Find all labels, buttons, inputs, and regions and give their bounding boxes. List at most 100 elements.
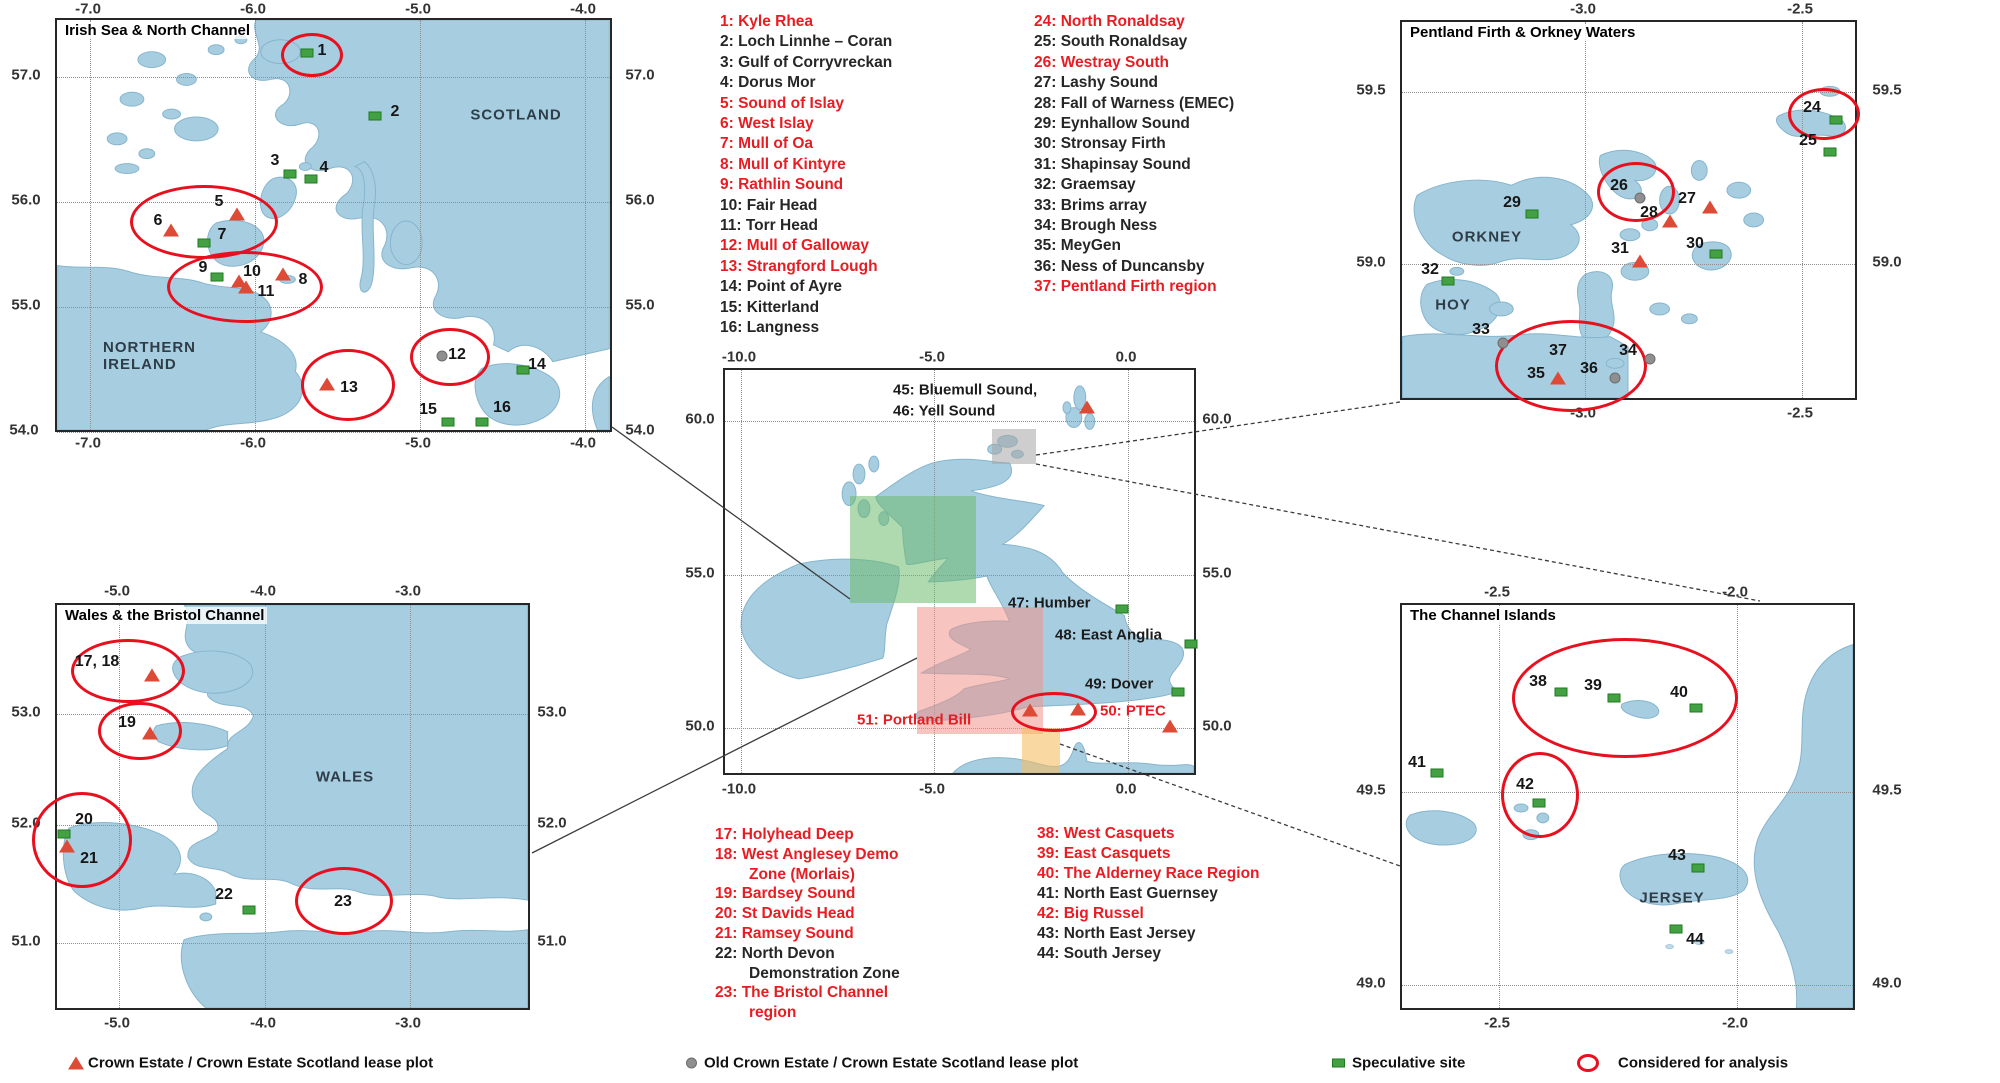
axis-tick-label: 56.0 — [625, 191, 655, 209]
site-marker-triangle — [163, 223, 179, 237]
axis-tick-label: -4.0 — [250, 582, 276, 600]
axis-tick-label: 49.5 — [1356, 781, 1386, 799]
site-list-entry: 15: Kitterland — [720, 298, 820, 316]
overview-site-annotation: 46: Yell Sound — [893, 402, 996, 420]
site-number-label: 27 — [1678, 190, 1696, 207]
site-marker-triangle — [59, 839, 75, 853]
site-marker-square — [475, 417, 489, 427]
site-number-label: 15 — [419, 401, 437, 418]
site-list-entry: 23: The Bristol Channel region — [715, 984, 889, 1022]
old-lease-plot-dot-icon — [436, 350, 448, 362]
gridline — [57, 202, 610, 203]
gridline — [1737, 605, 1738, 1008]
gridline — [1402, 985, 1853, 986]
axis-tick-label: -10.0 — [721, 780, 757, 798]
site-number-label: 9 — [198, 259, 208, 276]
legend-symbol-circ — [1577, 1054, 1599, 1072]
site-list-entry: 32: Graemsay — [1034, 176, 1136, 194]
site-marker-dot — [1644, 353, 1656, 365]
gridline — [725, 421, 1194, 422]
axis-tick-label: 53.0 — [11, 703, 41, 721]
considered-for-analysis-circle — [1011, 692, 1097, 732]
land-hoy — [1420, 279, 1501, 335]
lease-plot-triangle-icon — [144, 668, 160, 682]
site-list-entry: 6: West Islay — [720, 115, 814, 133]
site-list-entry: 26: Westray South — [1034, 53, 1169, 71]
lease-plot-triangle-icon — [275, 267, 291, 281]
site-list-entry: 42: Big Russel — [1037, 905, 1144, 922]
lease-plot-triangle-icon — [1070, 702, 1086, 716]
site-list-entry: 16: Langness — [720, 319, 820, 337]
site-number-label: 6 — [153, 212, 163, 229]
legend-label: Considered for analysis — [1618, 1054, 1789, 1072]
region-label: NORTHERN IRELAND — [103, 339, 196, 373]
lease-plot-triangle-icon — [68, 1056, 84, 1070]
speculative-site-icon — [1709, 249, 1723, 259]
axis-tick-label: 57.0 — [11, 66, 41, 84]
site-number-label: 20 — [75, 811, 93, 828]
site-marker-square — [1689, 703, 1703, 713]
speculative-site-icon — [1829, 115, 1843, 125]
legend-label: Old Crown Estate / Crown Estate Scotland… — [704, 1054, 1079, 1072]
considered-for-analysis-circle — [1512, 638, 1738, 758]
overview-site-annotation: 51: Portland Bill — [857, 711, 972, 729]
speculative-site-icon — [57, 829, 71, 839]
site-number-label: 42 — [1516, 776, 1534, 793]
connector-line — [1059, 743, 1401, 867]
gridline — [1585, 22, 1586, 398]
axis-tick-label: -7.0 — [75, 0, 101, 18]
axis-tick-label: 60.0 — [685, 410, 715, 428]
gridline — [57, 77, 610, 78]
site-marker-triangle — [142, 726, 158, 740]
lease-plot-triangle-icon — [1550, 371, 1566, 385]
speculative-site-icon — [1332, 1058, 1345, 1068]
site-list-entry: 4: Dorus Mor — [720, 74, 816, 92]
gridline — [119, 605, 120, 1008]
axis-tick-label: 50.0 — [1202, 717, 1232, 735]
site-marker-square — [1171, 687, 1185, 697]
speculative-site-icon — [1171, 687, 1185, 697]
considered-for-analysis-circle — [1788, 88, 1860, 140]
gridline — [57, 307, 610, 308]
site-marker-triangle — [1702, 200, 1718, 214]
site-list-entry: 39: East Casquets — [1037, 845, 1171, 862]
panel-title-channel: The Channel Islands — [1407, 607, 1559, 624]
site-number-label: 21 — [80, 850, 98, 867]
site-number-label: 8 — [298, 271, 308, 288]
site-number-label: 31 — [1611, 240, 1629, 257]
site-marker-square — [1829, 115, 1843, 125]
considered-for-analysis-circle — [410, 328, 490, 386]
considered-for-analysis-circle — [281, 33, 343, 77]
land-cotentin-france — [1753, 644, 1853, 1008]
axis-tick-label: -3.0 — [395, 1014, 421, 1032]
lease-plot-triangle-icon — [59, 839, 75, 853]
axis-tick-label: 59.5 — [1872, 81, 1902, 99]
site-number-label: 32 — [1421, 261, 1439, 278]
speculative-site-icon — [197, 238, 211, 248]
region-label: SCOTLAND — [470, 106, 562, 124]
site-list-entry: 34: Brough Ness — [1034, 217, 1158, 235]
old-lease-plot-dot-icon — [1609, 372, 1621, 384]
site-list-entry: 19: Bardsey Sound — [715, 885, 856, 903]
panel-title-irish: Irish Sea & North Channel — [62, 22, 254, 39]
site-marker-square — [1823, 147, 1837, 157]
site-list-entry: 25: South Ronaldsay — [1034, 33, 1188, 51]
site-number-label: 43 — [1668, 847, 1686, 864]
site-marker-square — [300, 48, 314, 58]
speculative-site-icon — [1607, 693, 1621, 703]
site-list-entry: 12: Mull of Galloway — [720, 237, 869, 255]
lease-plot-triangle-icon — [1702, 200, 1718, 214]
site-marker-triangle — [319, 377, 335, 391]
legend-symbol-tri — [68, 1056, 84, 1070]
speculative-site-icon — [1823, 147, 1837, 157]
site-list-entry: 38: West Casquets — [1037, 825, 1175, 842]
lease-plot-triangle-icon — [1632, 254, 1648, 268]
site-number-label: 10 — [243, 263, 261, 280]
axis-tick-label: -3.0 — [1570, 0, 1596, 18]
lease-plot-triangle-icon — [319, 377, 335, 391]
lease-plot-triangle-icon — [238, 280, 254, 294]
site-number-label: 39 — [1584, 677, 1602, 694]
site-marker-square — [516, 365, 530, 375]
